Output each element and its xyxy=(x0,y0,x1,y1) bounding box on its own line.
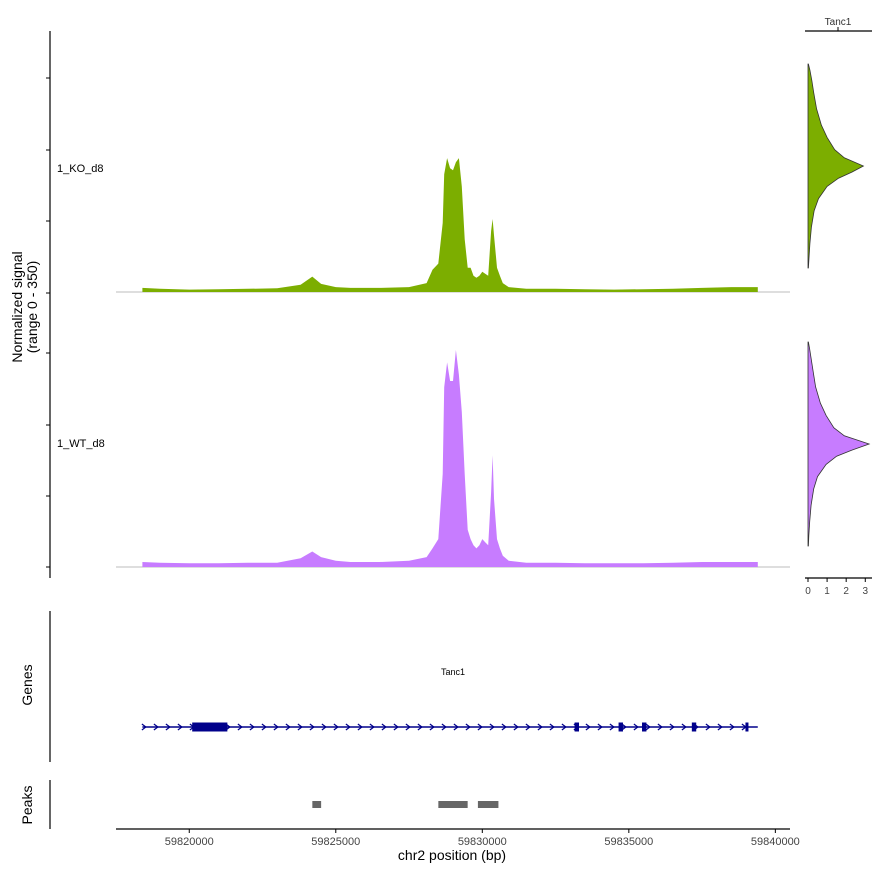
peak-region-1 xyxy=(438,801,468,808)
strand-chevron-22 xyxy=(405,723,411,731)
gene-exon-3 xyxy=(642,722,647,732)
strand-chevron-10 xyxy=(261,723,267,731)
strand-chevron-25 xyxy=(441,723,447,731)
strand-chevron-29 xyxy=(489,723,495,731)
gene-exon-5 xyxy=(745,722,749,732)
coverage-tracks xyxy=(116,158,790,568)
violin-0 xyxy=(807,63,865,269)
track-label-ko: 1_KO_d8 xyxy=(57,163,103,175)
violin-tick-label-1: 1 xyxy=(824,586,830,597)
strand-chevron-21 xyxy=(393,723,399,731)
strand-chevron-45 xyxy=(681,723,687,731)
strand-chevron-43 xyxy=(657,723,663,731)
violin-tick-label-0: 0 xyxy=(805,586,811,597)
violin-panel: Tanc1 0 1 2 3 xyxy=(805,17,872,597)
y-axis-title-line1: Normalized signal xyxy=(9,251,25,362)
genomic-x-ticks: 59820000 59825000 59830000 59835000 59840000 xyxy=(165,829,800,848)
strand-chevron-40 xyxy=(621,723,627,731)
strand-chevron-20 xyxy=(381,723,387,731)
strand-chevron-23 xyxy=(417,723,423,731)
strand-chevron-39 xyxy=(609,723,615,731)
strand-chevron-19 xyxy=(369,723,375,731)
gene-name-label: Tanc1 xyxy=(441,667,465,677)
violin-tick-label-3: 3 xyxy=(862,586,868,597)
strand-chevron-24 xyxy=(429,723,435,731)
x-tick-label-1: 59825000 xyxy=(311,836,360,848)
gene-exon-2 xyxy=(618,722,623,732)
strand-chevron-16 xyxy=(333,723,339,731)
strand-chevron-47 xyxy=(705,723,711,731)
strand-chevron-38 xyxy=(597,723,603,731)
peak-regions xyxy=(312,801,499,808)
genes-label: Genes xyxy=(19,664,35,705)
peak-region-0 xyxy=(312,801,322,808)
strand-chevron-11 xyxy=(273,723,279,731)
coverage-area-1 xyxy=(142,350,758,567)
violin-gene-label: Tanc1 xyxy=(825,17,852,28)
strand-chevron-26 xyxy=(453,723,459,731)
coverage-area-0 xyxy=(142,158,758,292)
gene-exon-4 xyxy=(691,722,697,732)
strand-chevron-32 xyxy=(525,723,531,731)
strand-chevron-13 xyxy=(297,723,303,731)
violin-shapes xyxy=(807,63,871,547)
violin-tick-label-2: 2 xyxy=(843,586,849,597)
strand-chevron-12 xyxy=(285,723,291,731)
strand-chevron-30 xyxy=(501,723,507,731)
x-tick-label-2: 59830000 xyxy=(458,836,507,848)
peaks-label: Peaks xyxy=(19,786,35,825)
strand-chevron-34 xyxy=(549,723,555,731)
genes-panel-title: Genes xyxy=(19,664,35,705)
x-tick-label-3: 59835000 xyxy=(604,836,653,848)
gene-model xyxy=(141,722,758,732)
strand-chevron-37 xyxy=(585,723,591,731)
gene-exon-1 xyxy=(574,722,580,732)
x-tick-label-0: 59820000 xyxy=(165,836,214,848)
x-tick-label-4: 59840000 xyxy=(751,836,800,848)
violin-1 xyxy=(807,341,871,547)
y-axis-title-line2: (range 0 - 350) xyxy=(24,261,40,354)
violin-x-ticks: 0 1 2 3 xyxy=(805,578,868,597)
strand-chevron-18 xyxy=(357,723,363,731)
strand-chevron-8 xyxy=(237,723,243,731)
strand-chevron-33 xyxy=(537,723,543,731)
peak-region-2 xyxy=(477,801,499,808)
strand-chevron-1 xyxy=(153,723,159,731)
strand-chevron-49 xyxy=(729,723,735,731)
strand-chevron-15 xyxy=(321,723,327,731)
strand-chevron-9 xyxy=(249,723,255,731)
x-axis-title: chr2 position (bp) xyxy=(398,847,506,863)
strand-chevron-17 xyxy=(345,723,351,731)
strand-chevron-42 xyxy=(645,723,651,731)
strand-chevron-3 xyxy=(177,723,183,731)
coverage-y-ticks xyxy=(46,77,50,568)
strand-chevron-41 xyxy=(633,723,639,731)
strand-chevron-31 xyxy=(513,723,519,731)
strand-chevron-2 xyxy=(165,723,171,731)
peaks-panel-title: Peaks xyxy=(19,786,35,825)
gene-exon-0 xyxy=(192,722,228,732)
strand-chevron-14 xyxy=(309,723,315,731)
strand-chevron-28 xyxy=(477,723,483,731)
strand-chevron-48 xyxy=(717,723,723,731)
strand-chevron-27 xyxy=(465,723,471,731)
strand-chevron-0 xyxy=(141,723,147,731)
track-label-wt: 1_WT_d8 xyxy=(57,438,105,450)
strand-chevron-35 xyxy=(561,723,567,731)
y-axis-title: Normalized signal (range 0 - 350) xyxy=(9,251,40,362)
strand-chevron-44 xyxy=(669,723,675,731)
